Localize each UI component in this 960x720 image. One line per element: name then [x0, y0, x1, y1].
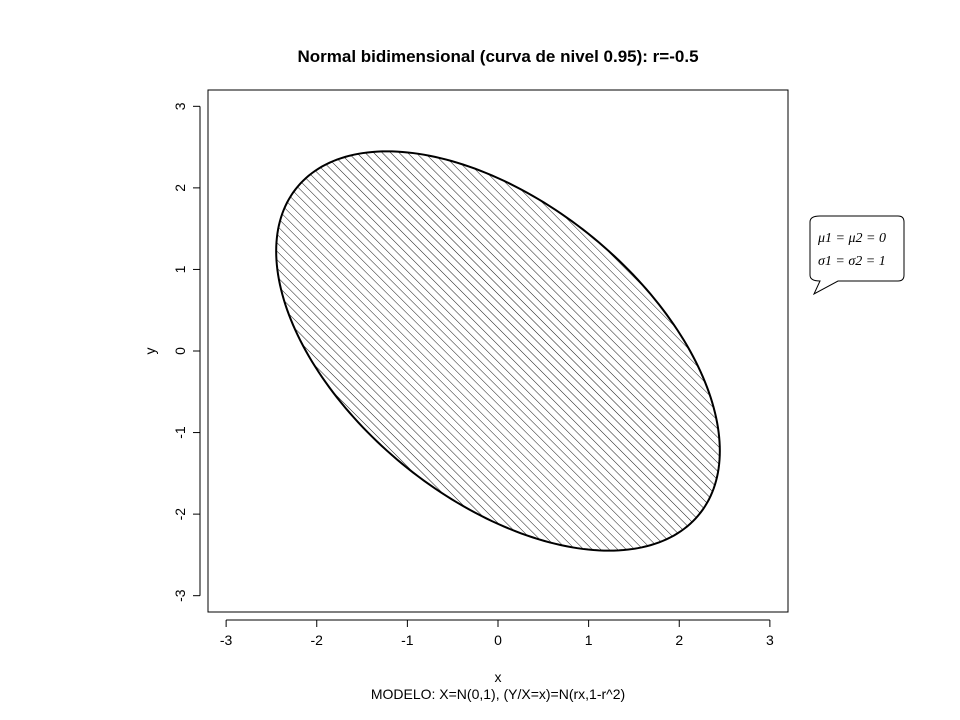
x-tick-label: 3: [766, 632, 774, 648]
y-tick-label: 2: [172, 184, 188, 192]
y-axis-label: y: [142, 348, 158, 355]
legend-sd-text: σ1 = σ2 = 1: [818, 254, 886, 269]
x-axis-label: x: [495, 669, 502, 685]
y-tick-label: -2: [172, 508, 188, 521]
x-tick-label: 2: [675, 632, 683, 648]
y-tick-label: 0: [172, 347, 188, 355]
x-tick-label: 1: [585, 632, 593, 648]
contour-layer: [275, 150, 721, 552]
model-caption: MODELO: X=N(0,1), (Y/X=x)=N(rx,1-r^2): [371, 686, 625, 702]
x-tick-label: -3: [220, 632, 233, 648]
callout-bubble: [809, 215, 905, 296]
y-axis: -3 -2 -1 0 1 2 3: [172, 102, 201, 602]
y-tick-label: 3: [172, 102, 188, 110]
y-tick-label: -1: [172, 426, 188, 439]
x-axis: -3 -2 -1 0 1 2 3: [220, 619, 774, 648]
y-tick-label: -3: [172, 589, 188, 602]
plot-frame: [207, 89, 789, 613]
parameter-callout: μ1 = μ2 = 0 σ1 = σ2 = 1: [809, 215, 905, 296]
x-tick-label: -1: [401, 632, 414, 648]
x-tick-label: -2: [311, 632, 324, 648]
legend-mean-text: μ1 = μ2 = 0: [817, 231, 886, 246]
x-tick-label: 0: [494, 632, 502, 648]
y-tick-label: 1: [172, 265, 188, 273]
chart-title: Normal bidimensional (curva de nivel 0.9…: [297, 47, 698, 66]
contour-ellipse: [275, 150, 721, 552]
